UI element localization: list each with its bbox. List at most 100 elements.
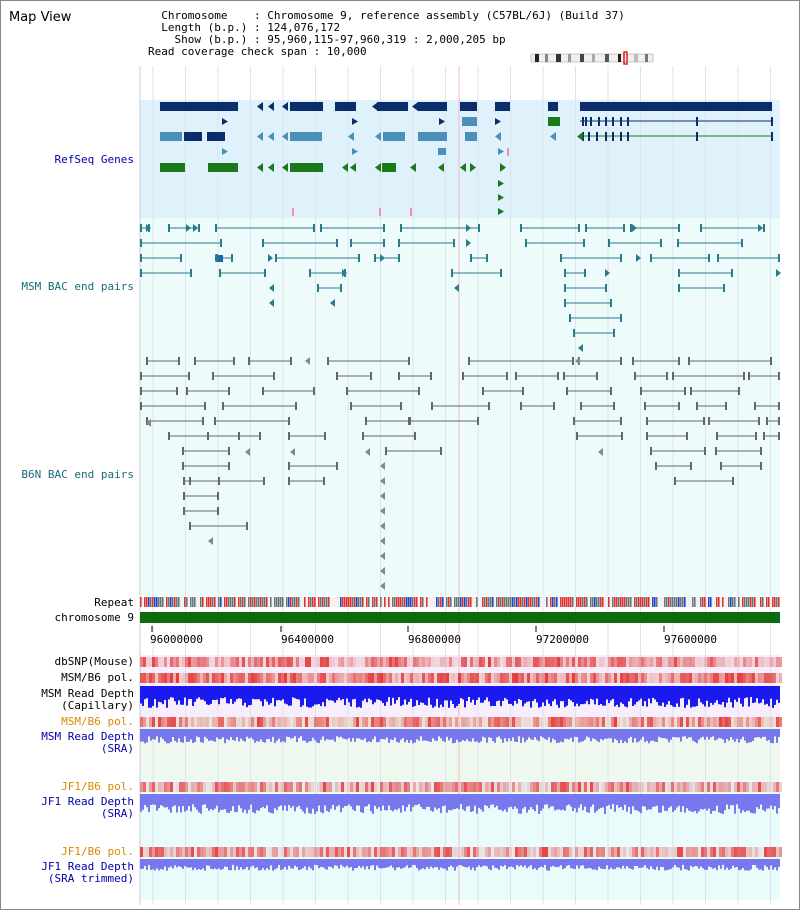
heat-cell (578, 657, 581, 667)
heat-cell (206, 717, 209, 727)
depth-bar (150, 729, 152, 741)
heat-cell (572, 657, 575, 667)
depth-bar (400, 686, 402, 706)
depth-bar (500, 794, 502, 810)
heat-cell (629, 847, 632, 857)
depth-bar (682, 729, 684, 737)
heat-cell (620, 673, 623, 683)
heat-cell (509, 847, 512, 857)
depth-bar (306, 729, 308, 743)
heat-cell (245, 847, 248, 857)
heat-cell (428, 717, 431, 727)
heat-cell (698, 782, 701, 792)
heat-cell (242, 782, 245, 792)
heat-cell (404, 657, 407, 667)
depth-bar (148, 794, 150, 813)
bac-end (219, 269, 221, 277)
repeat-block (208, 597, 210, 607)
depth-bar (714, 686, 716, 703)
repeat-block (460, 597, 462, 607)
heat-cell (485, 847, 488, 857)
depth-bar (486, 686, 488, 698)
heat-cell (293, 782, 296, 792)
bac-end-arrow (208, 537, 213, 545)
bac-end (605, 284, 607, 292)
depth-bar (636, 859, 638, 866)
repeat-block (542, 597, 544, 607)
depth-bar (338, 686, 340, 698)
repeat-block (454, 597, 456, 607)
heat-cell (539, 673, 542, 683)
repeat-block (608, 597, 610, 607)
depth-bar (376, 794, 378, 809)
heat-cell (746, 782, 749, 792)
heat-cell (245, 673, 248, 683)
depth-bar (344, 729, 346, 739)
depth-bar (436, 794, 438, 810)
depth-bar (218, 859, 220, 869)
depth-bar (640, 729, 642, 740)
heat-cell (365, 782, 368, 792)
depth-bar (698, 859, 700, 869)
depth-bar (300, 686, 302, 707)
depth-bar (716, 686, 718, 701)
heat-cell (503, 717, 506, 727)
heat-cell (299, 782, 302, 792)
heat-cell (392, 657, 395, 667)
depth-bar (244, 859, 246, 869)
bac-end (440, 447, 442, 455)
heat-cell (614, 673, 617, 683)
repeat-block (756, 597, 758, 607)
heat-cell (515, 717, 518, 727)
depth-bar (290, 794, 292, 808)
heat-cell (779, 657, 782, 667)
repeat-block (488, 597, 490, 607)
heat-cell (656, 717, 659, 727)
heat-cell (260, 847, 263, 857)
depth-bar (350, 729, 352, 742)
heat-cell (173, 673, 176, 683)
repeat-block (636, 597, 638, 607)
heat-cell (209, 847, 212, 857)
depth-bar (406, 859, 408, 866)
depth-bar (504, 729, 506, 739)
heat-cell (491, 717, 494, 727)
heat-cell (635, 847, 638, 857)
heat-cell (194, 782, 197, 792)
depth-bar (478, 686, 480, 698)
repeat-block (324, 597, 326, 607)
depth-bar (552, 794, 554, 807)
depth-bar (598, 859, 600, 867)
repeat-block (346, 597, 348, 607)
heat-cell (725, 847, 728, 857)
heat-cell (539, 782, 542, 792)
depth-bar (710, 859, 712, 868)
heat-cell (575, 673, 578, 683)
depth-bar (616, 859, 618, 868)
depth-bar (588, 794, 590, 813)
heat-cell (638, 782, 641, 792)
refseq-gene (548, 117, 560, 126)
heat-cell (725, 782, 728, 792)
depth-bar (472, 794, 474, 812)
heat-cell (761, 847, 764, 857)
repeat-block (302, 597, 304, 607)
heat-cell (635, 657, 638, 667)
repeat-block (490, 597, 492, 607)
show-label: Show (b.p.) (174, 33, 248, 46)
depth-bar (422, 686, 424, 703)
depth-bar (676, 859, 678, 868)
heat-cell (668, 657, 671, 667)
refseq-gene (160, 102, 238, 111)
bac-end (204, 402, 206, 410)
heat-cell (365, 657, 368, 667)
heat-cell (731, 673, 734, 683)
repeat-block (658, 597, 660, 607)
heat-cell (263, 657, 266, 667)
refseq-gene (460, 102, 477, 111)
refseq-gene (438, 148, 446, 155)
depth-bar (748, 686, 750, 707)
repeat-block (254, 597, 256, 607)
depth-bar (678, 794, 680, 806)
